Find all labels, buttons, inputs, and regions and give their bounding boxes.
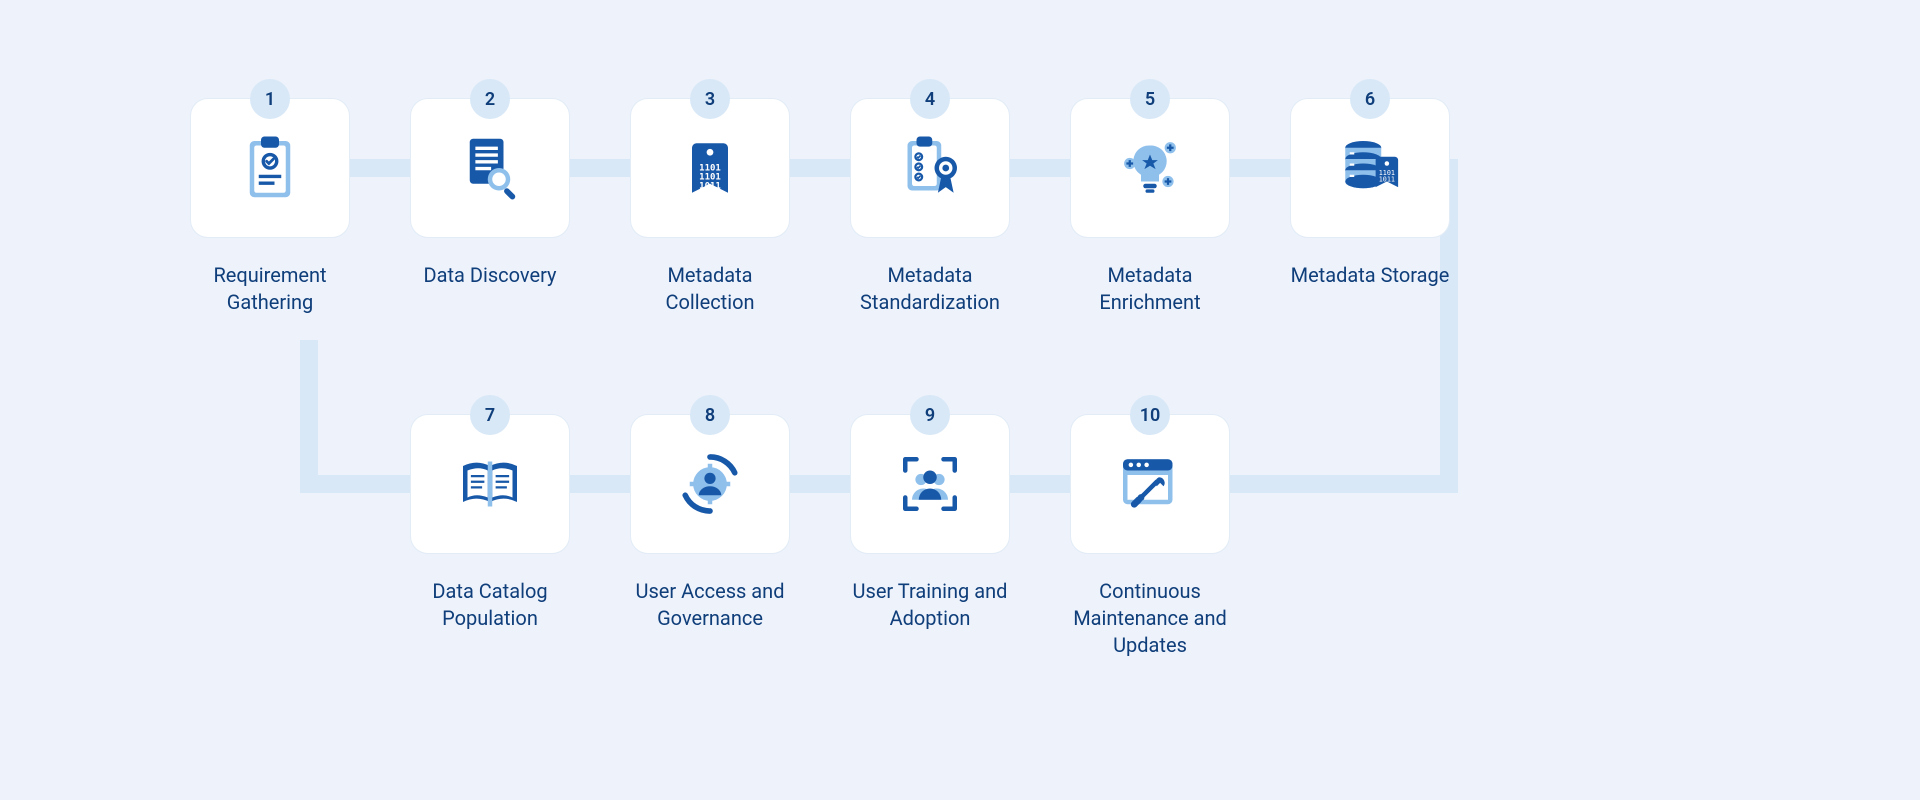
step-label: Data Catalog Population bbox=[410, 578, 570, 632]
step-badge: 5 bbox=[1130, 79, 1170, 119]
step-badge: 7 bbox=[470, 395, 510, 435]
step-card: 1 bbox=[190, 98, 350, 238]
step-7: 7 Data Catalog Population bbox=[410, 414, 570, 632]
checklist-ribbon-icon bbox=[894, 132, 966, 204]
clipboard-check-icon bbox=[234, 132, 306, 204]
step-4: 4 Metadata Standardization bbox=[850, 98, 1010, 316]
step-3: 3 110111011011 Metadata Collection bbox=[630, 98, 790, 316]
step-1: 1 Requirement Gathering bbox=[190, 98, 350, 316]
step-label: Metadata Storage bbox=[1290, 262, 1450, 289]
step-number: 2 bbox=[485, 89, 495, 110]
step-number: 1 bbox=[265, 89, 275, 110]
binary-tag-icon: 110111011011 bbox=[674, 132, 746, 204]
step-label: User Access and Governance bbox=[630, 578, 790, 632]
step-badge: 4 bbox=[910, 79, 950, 119]
step-card: 9 bbox=[850, 414, 1010, 554]
step-card: 5 bbox=[1070, 98, 1230, 238]
step-badge: 3 bbox=[690, 79, 730, 119]
step-card: 8 bbox=[630, 414, 790, 554]
user-gear-circle-icon bbox=[674, 448, 746, 520]
open-book-icon bbox=[454, 448, 526, 520]
step-card: 2 bbox=[410, 98, 570, 238]
step-badge: 10 bbox=[1130, 395, 1170, 435]
step-label: Data Discovery bbox=[410, 262, 570, 289]
step-number: 4 bbox=[925, 89, 935, 110]
svg-text:1011: 1011 bbox=[699, 181, 721, 191]
step-number: 8 bbox=[705, 405, 715, 426]
step-number: 5 bbox=[1145, 89, 1155, 110]
step-label: Metadata Collection bbox=[630, 262, 790, 316]
step-5: 5 Metadata Enrichment bbox=[1070, 98, 1230, 316]
step-label: Requirement Gathering bbox=[190, 262, 350, 316]
step-card: 7 bbox=[410, 414, 570, 554]
connector-left-stub bbox=[300, 340, 318, 493]
step-badge: 8 bbox=[690, 395, 730, 435]
step-6: 6 11011011 Metadata Storage bbox=[1290, 98, 1450, 289]
step-number: 7 bbox=[485, 405, 495, 426]
step-card: 4 bbox=[850, 98, 1010, 238]
step-badge: 9 bbox=[910, 395, 950, 435]
browser-tools-icon bbox=[1114, 448, 1186, 520]
step-10: 10 Continuous Maintenance and Updates bbox=[1070, 414, 1230, 659]
step-8: 8 User Access and Governance bbox=[630, 414, 790, 632]
step-badge: 1 bbox=[250, 79, 290, 119]
svg-text:1011: 1011 bbox=[1379, 176, 1395, 184]
step-number: 9 bbox=[925, 405, 935, 426]
step-label: Continuous Maintenance and Updates bbox=[1070, 578, 1230, 659]
step-label: Metadata Enrichment bbox=[1070, 262, 1230, 316]
step-badge: 2 bbox=[470, 79, 510, 119]
step-card: 10 bbox=[1070, 414, 1230, 554]
step-number: 3 bbox=[705, 89, 715, 110]
step-label: Metadata Standardization bbox=[850, 262, 1010, 316]
step-2: 2 Data Discovery bbox=[410, 98, 570, 289]
step-number: 10 bbox=[1140, 405, 1161, 426]
step-number: 6 bbox=[1365, 89, 1375, 110]
step-card: 6 11011011 bbox=[1290, 98, 1450, 238]
idea-plus-icon bbox=[1114, 132, 1186, 204]
document-search-icon bbox=[454, 132, 526, 204]
database-tag-icon: 11011011 bbox=[1334, 132, 1406, 204]
step-badge: 6 bbox=[1350, 79, 1390, 119]
group-focus-icon bbox=[894, 448, 966, 520]
step-label: User Training and Adoption bbox=[850, 578, 1010, 632]
step-card: 3 110111011011 bbox=[630, 98, 790, 238]
step-9: 9 User Training and Adoption bbox=[850, 414, 1010, 632]
